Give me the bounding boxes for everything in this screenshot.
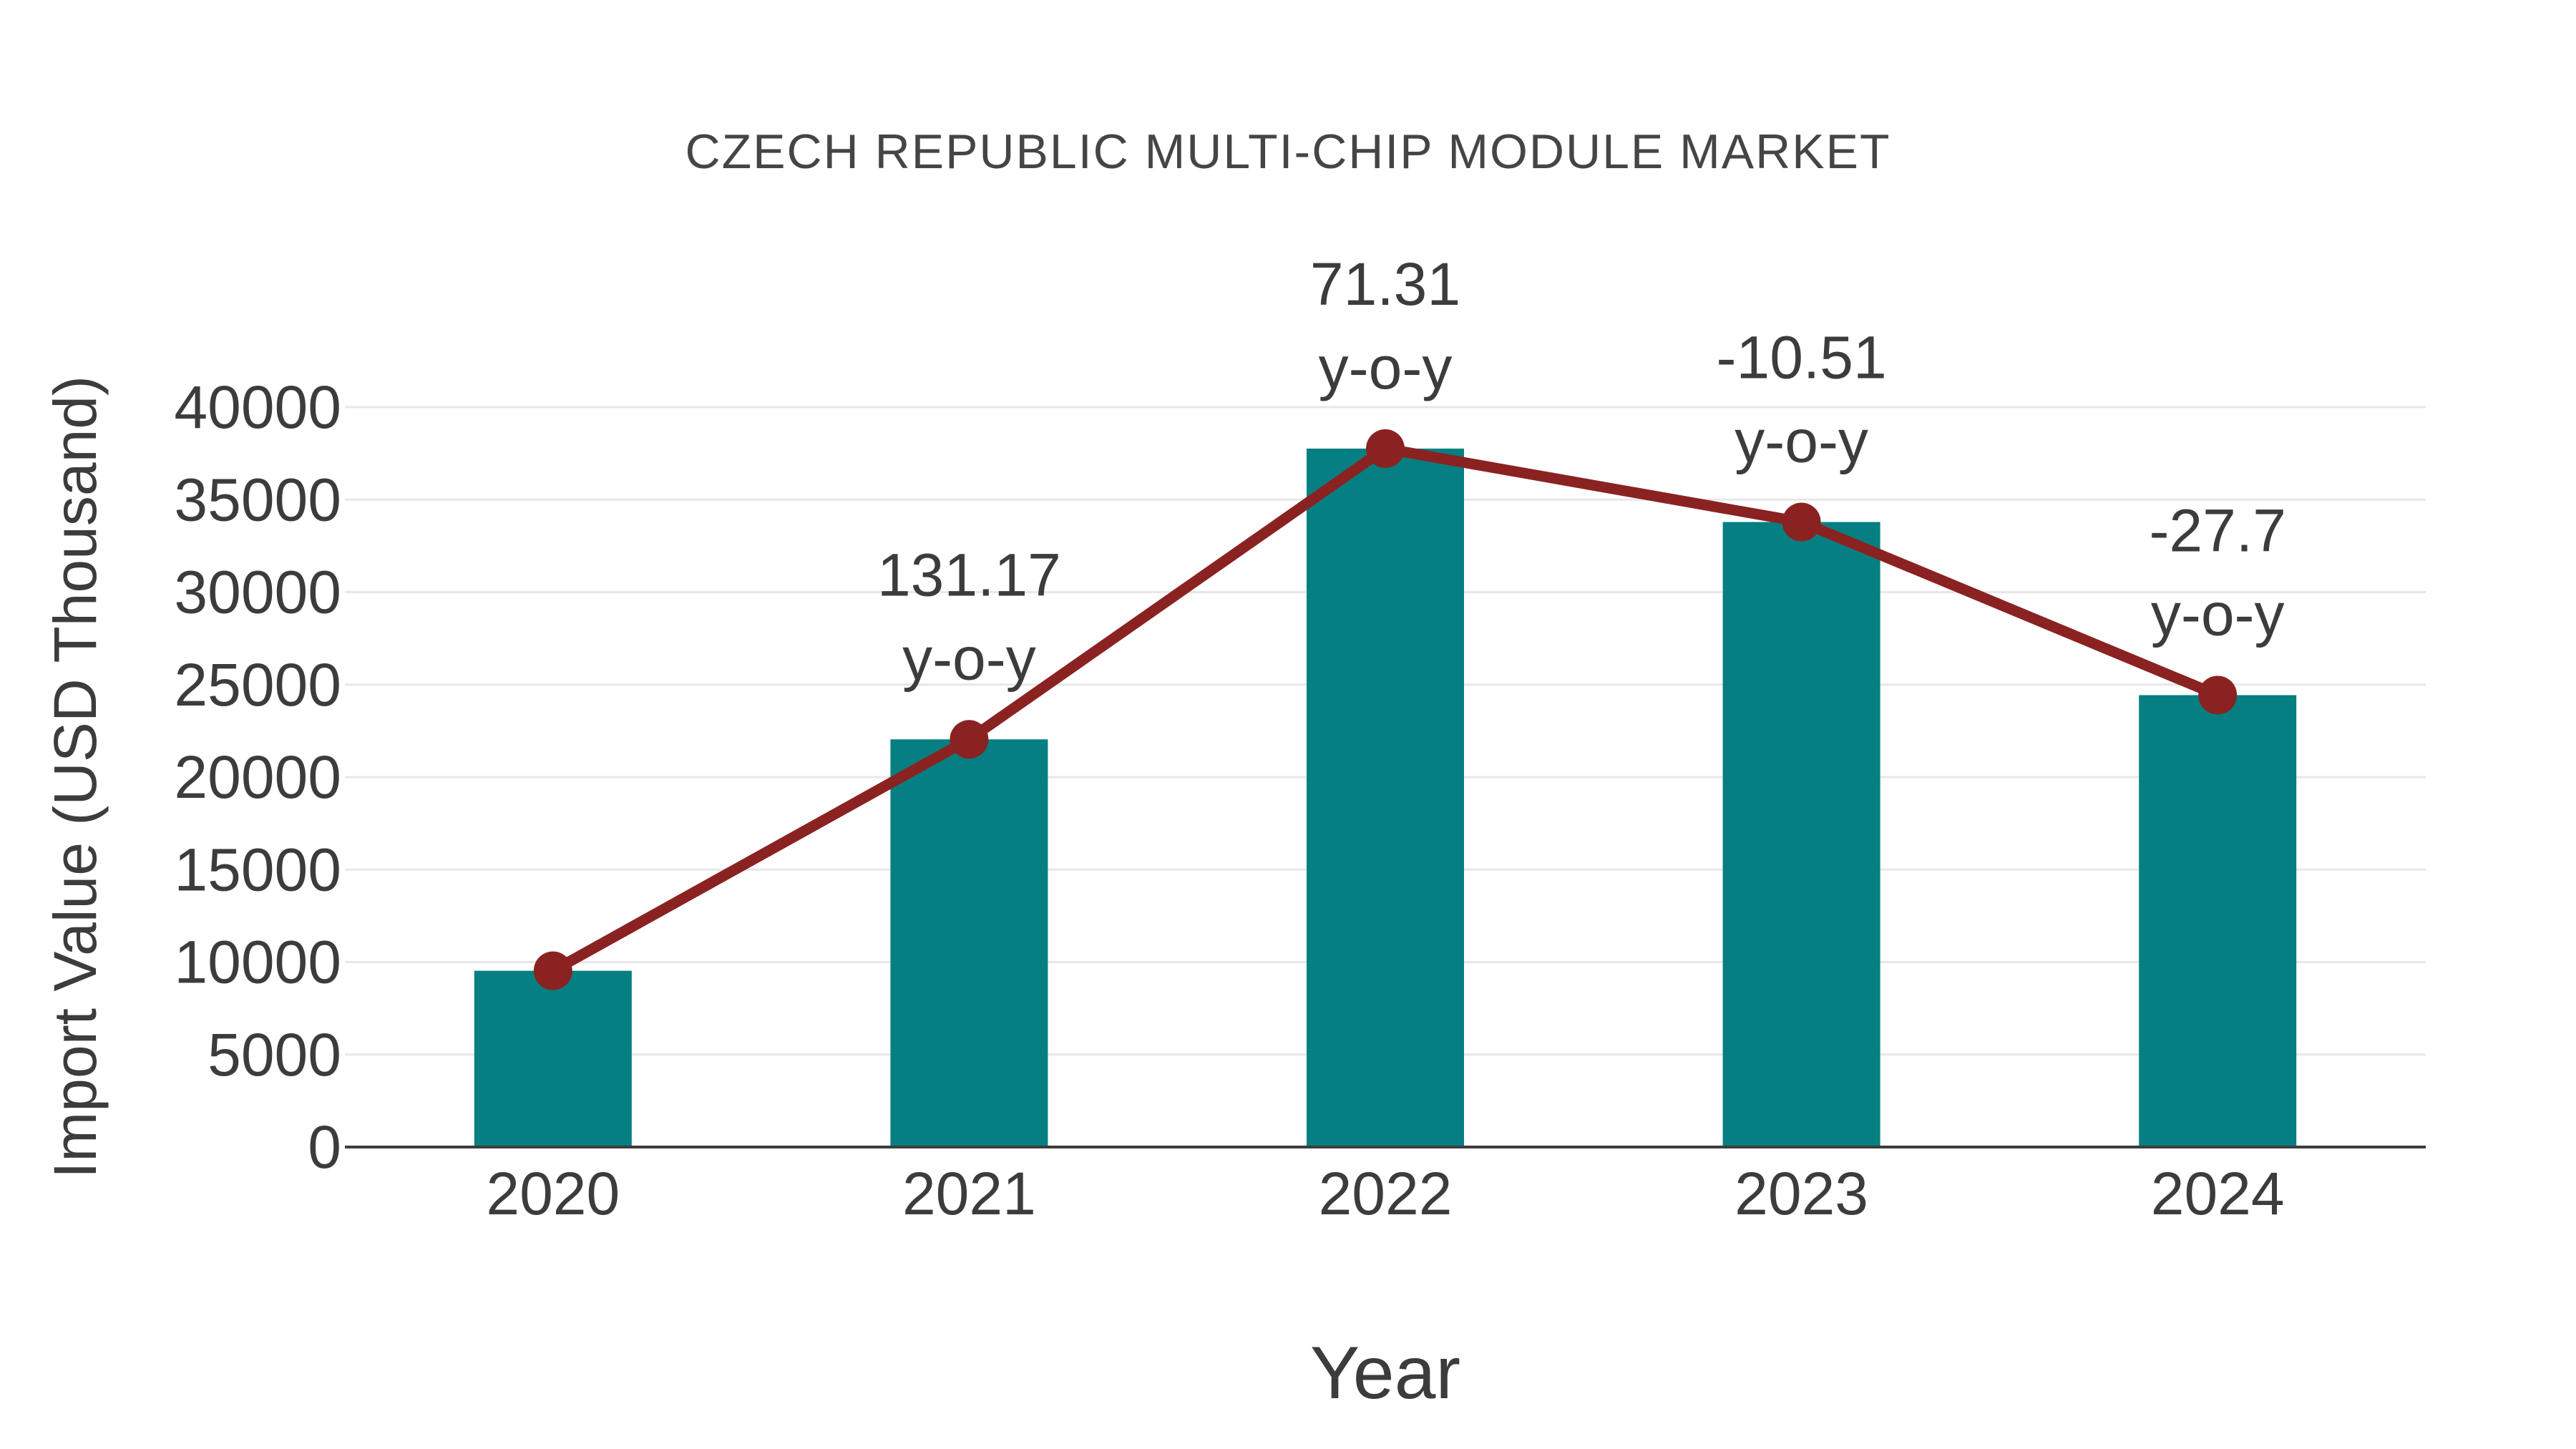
x-tick-label: 2021 (902, 1160, 1036, 1227)
annotation-value: -10.51 (1717, 324, 1887, 391)
bar-2023 (1722, 522, 1880, 1147)
annotation-value: -27.7 (2149, 497, 2285, 564)
bar-2022 (1307, 448, 1464, 1147)
x-axis-title: Year (1309, 1332, 1461, 1415)
y-tick-label: 0 (308, 1113, 341, 1181)
y-tick-label: 40000 (174, 374, 341, 441)
y-tick-label: 35000 (174, 466, 341, 533)
marker-2020 (533, 951, 572, 990)
y-tick-label: 15000 (174, 836, 341, 903)
marker-2023 (1782, 502, 1821, 542)
x-tick-label: 2023 (1735, 1160, 1868, 1227)
y-tick-label: 30000 (174, 559, 341, 626)
marker-2024 (2198, 675, 2238, 715)
annotation-value: 71.31 (1310, 250, 1460, 318)
x-tick-label: 2022 (1319, 1160, 1453, 1227)
chart-title: CZECH REPUBLIC MULTI-CHIP MODULE MARKET (685, 125, 1891, 179)
annotation-suffix: y-o-y (1319, 334, 1453, 401)
x-tick-label: 2024 (2151, 1160, 2285, 1227)
y-tick-label: 25000 (174, 651, 341, 718)
x-tick-label: 2020 (486, 1160, 620, 1227)
bar-2024 (2139, 695, 2297, 1147)
marker-2021 (950, 720, 989, 759)
annotation-suffix: y-o-y (1735, 408, 1868, 475)
y-tick-label: 20000 (174, 743, 341, 811)
y-tick-label: 5000 (208, 1021, 341, 1088)
bar-2020 (474, 970, 632, 1147)
annotation-suffix: y-o-y (902, 625, 1036, 692)
annotation-suffix: y-o-y (2151, 580, 2285, 648)
y-tick-label: 10000 (174, 929, 341, 996)
annotation-value: 131.17 (877, 541, 1061, 608)
marker-2022 (1366, 429, 1405, 468)
bar-2021 (890, 739, 1048, 1147)
